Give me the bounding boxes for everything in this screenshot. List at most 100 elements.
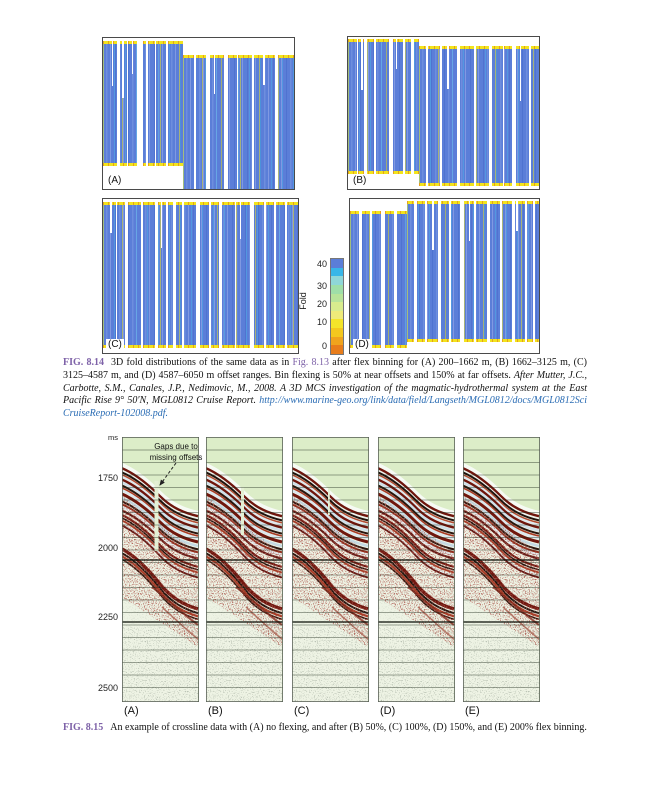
colorbar-segment — [331, 319, 343, 329]
colorbar-segment — [331, 302, 343, 311]
low-fold-edge-stripe — [103, 345, 298, 349]
colorbar-tick-label: 10 — [316, 317, 327, 328]
coverage-gap — [166, 202, 169, 349]
coverage-gap — [524, 200, 528, 343]
gaps-annotation: Gaps due to missing offsets — [139, 442, 213, 463]
low-fold-edge-stripe — [406, 339, 539, 343]
gaps-annotation-line2: missing offsets — [149, 452, 203, 462]
coverage-gap — [125, 202, 128, 349]
colorbar-segment — [331, 276, 343, 285]
coverage-gap — [487, 200, 491, 343]
seismic-panel-label: (B) — [208, 705, 223, 717]
coverage-notch — [239, 202, 241, 240]
coverage-gap — [154, 202, 158, 349]
low-fold-edge-stripe — [418, 182, 539, 186]
seismic-crossline-panel — [291, 437, 369, 703]
coverage-notch — [469, 200, 471, 241]
coverage-gap — [115, 202, 118, 349]
coverage-gap — [250, 202, 254, 349]
fold-coverage-block — [103, 202, 298, 349]
coverage-gap — [529, 46, 532, 186]
coverage-gap — [411, 38, 414, 174]
fig-8-14-caption-text-2: after flex binning for (A) 200–1662 m, (… — [63, 357, 587, 381]
coverage-gap — [500, 200, 502, 343]
coverage-notch — [111, 41, 114, 87]
time-axis-unit: ms — [108, 433, 118, 442]
coverage-gap — [511, 200, 515, 343]
coverage-gap — [459, 200, 464, 343]
colorbar-segment — [331, 310, 343, 320]
fold-panel-label: (A) — [106, 175, 124, 187]
coverage-gap — [502, 46, 505, 186]
coverage-gap — [236, 54, 239, 189]
seismic-panel-label: (A) — [124, 705, 139, 717]
coverage-gap — [154, 41, 157, 167]
coverage-gap — [369, 211, 373, 349]
coverage-gap — [424, 200, 428, 343]
seismic-panel-label: (E) — [465, 705, 480, 717]
coverage-notch — [160, 202, 162, 249]
low-fold-edge-stripe — [418, 46, 539, 50]
coverage-gap — [195, 202, 200, 349]
low-fold-edge-stripe — [350, 211, 407, 215]
seismic-crossline-panel — [121, 437, 199, 703]
coverage-gap — [414, 200, 418, 343]
coverage-notch — [447, 46, 449, 89]
fold-colorbar — [330, 258, 344, 355]
coverage-gap — [364, 38, 367, 174]
cruise-report-url-link[interactable]: http://www.marine-geo.org/link/data/fiel… — [63, 395, 587, 420]
coverage-notch — [519, 46, 522, 101]
coverage-gap — [219, 202, 222, 349]
fold-coverage-block — [418, 46, 539, 186]
fold-panel-label: (B) — [351, 175, 369, 187]
seismic-panel-label: (C) — [294, 705, 310, 717]
fold-coverage-block — [103, 41, 184, 167]
fig-8-14-caption-label: FIG. 8.14 — [63, 357, 105, 368]
coverage-gap — [224, 54, 229, 189]
coverage-gap — [373, 38, 376, 174]
coverage-gap — [389, 38, 394, 174]
colorbar-tick-label: 20 — [316, 298, 327, 309]
fold-panel-a: (A) — [102, 37, 295, 190]
time-tick-label: 2500 — [97, 683, 118, 693]
time-tick-label: 2250 — [97, 612, 118, 622]
low-fold-edge-stripe — [406, 200, 539, 204]
fig-8-14-caption-text-1: 3D fold distributions of the same data a… — [111, 357, 293, 368]
coverage-gap — [473, 200, 477, 343]
coverage-gap — [137, 41, 143, 167]
coverage-gap — [533, 200, 535, 343]
coverage-gap — [449, 200, 451, 343]
fold-panel-d: (D) — [349, 198, 540, 354]
fig-8-13-crossref-link[interactable]: Fig. 8.13 — [292, 357, 330, 368]
seismic-crossline-panel — [205, 437, 283, 703]
coverage-notch — [361, 38, 363, 91]
coverage-gap — [234, 202, 237, 349]
colorbar-segment — [331, 293, 343, 303]
coverage-gap — [512, 46, 516, 186]
low-fold-edge-stripe — [103, 41, 184, 45]
coverage-notch — [122, 41, 124, 99]
coverage-gap — [381, 211, 386, 349]
coverage-notch — [213, 54, 216, 94]
fig-8-15-caption: FIG. 8.15 An example of crossline data wi… — [63, 722, 587, 735]
coverage-notch — [395, 38, 397, 69]
low-fold-edge-stripe — [350, 345, 407, 349]
coverage-gap — [439, 46, 443, 186]
coverage-gap — [181, 202, 184, 349]
coverage-gap — [394, 211, 397, 349]
coverage-notch — [109, 202, 112, 233]
fold-coverage-block — [348, 38, 419, 174]
coverage-notch — [516, 200, 518, 232]
low-fold-edge-stripe — [348, 38, 419, 42]
coverage-gap — [437, 200, 442, 343]
low-fold-edge-stripe — [103, 202, 298, 206]
coverage-gap — [126, 41, 129, 167]
colorbar-tick-label: 40 — [316, 258, 327, 269]
colorbar-segment — [331, 345, 343, 355]
coverage-gap — [426, 46, 429, 186]
coverage-gap — [251, 54, 254, 189]
coverage-gap — [356, 38, 359, 174]
seismic-crossline-panel — [462, 437, 540, 703]
colorbar-segment — [331, 336, 343, 346]
coverage-gap — [456, 46, 461, 186]
